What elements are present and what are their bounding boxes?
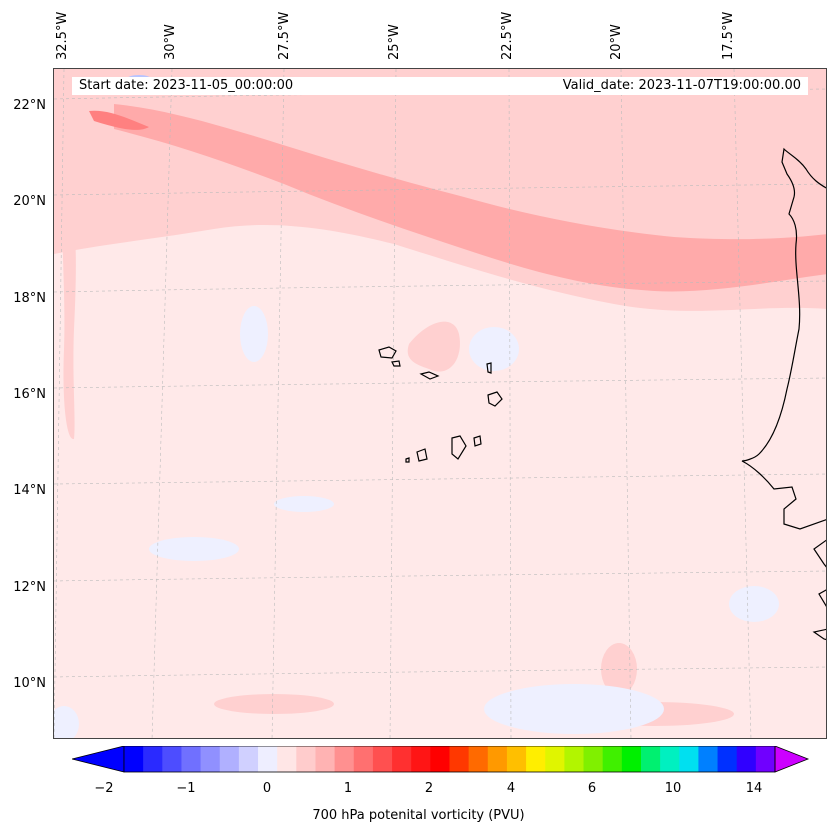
- colorbar-segment: [296, 746, 316, 772]
- colorbar-tick: 6: [587, 781, 597, 796]
- lat-label-20n: 20°N: [13, 194, 46, 209]
- pv-negative-3: [149, 537, 239, 561]
- colorbar-segment: [372, 746, 393, 772]
- pv-patch-south: [214, 694, 334, 714]
- lat-label-14n: 14°N: [13, 483, 46, 498]
- pv-negative-4: [274, 496, 334, 512]
- colorbar-segment: [736, 746, 757, 772]
- pv-negative-2: [469, 327, 519, 371]
- colorbar-segment: [277, 746, 297, 772]
- colorbar-segment: [219, 746, 240, 772]
- colorbar-segment: [181, 746, 202, 772]
- lon-label-17-5w: 17.5°W: [721, 11, 736, 60]
- lon-label-30w: 30°W: [163, 24, 178, 60]
- colorbar-segment: [698, 746, 719, 772]
- valid-date: Valid_date: 2023-11-07T19:00:00.00: [562, 78, 801, 93]
- pv-negative-7: [54, 706, 79, 738]
- colorbar-extend-max: [774, 746, 810, 773]
- pv-band-medium: [114, 104, 826, 292]
- lat-label-16n: 16°N: [13, 387, 46, 402]
- pv-field: [54, 69, 826, 738]
- colorbar-segment: [162, 746, 182, 772]
- colorbar-extend-min: [72, 746, 125, 773]
- colorbar-segment: [430, 746, 450, 772]
- colorbar-tick: 2: [424, 781, 434, 796]
- start-date: Start date: 2023-11-05_00:00:00: [79, 78, 294, 93]
- colorbar-segment: [315, 746, 336, 772]
- colorbar-tick: −1: [176, 781, 196, 796]
- colorbar-segment: [621, 746, 642, 772]
- colorbar-segment: [583, 746, 604, 772]
- colorbar-segment: [334, 746, 355, 772]
- colorbar-tick: 0: [262, 781, 272, 796]
- colorbar-segment: [238, 746, 259, 772]
- colorbar-segment: [679, 746, 699, 772]
- lon-label-32-5w: 32.5°W: [55, 11, 70, 60]
- colorbar-segment: [200, 746, 221, 772]
- lat-label-22n: 22°N: [13, 98, 46, 113]
- colorbar-tick: 1: [343, 781, 353, 796]
- colorbar-segment: [487, 746, 508, 772]
- colorbar-segment: [717, 746, 738, 772]
- colorbar-outline: [123, 746, 776, 773]
- date-strip: [72, 77, 808, 95]
- lon-label-22-5w: 22.5°W: [500, 11, 515, 60]
- colorbar-segment: [526, 746, 546, 772]
- colorbar-segment: [545, 746, 565, 772]
- colorbar-segment: [258, 746, 278, 772]
- lat-label-18n: 18°N: [13, 291, 46, 306]
- colorbar-segment: [143, 746, 163, 772]
- pv-strip-west: [62, 199, 76, 440]
- colorbar-label: 700 hPa potenital vorticity (PVU): [312, 808, 525, 823]
- colorbar-segment: [449, 746, 470, 772]
- pv-band-strong: [89, 110, 149, 130]
- lat-label-12n: 12°N: [13, 580, 46, 595]
- colorbar-tick: 14: [745, 781, 763, 796]
- cape-verde-islands: [378, 346, 503, 463]
- colorbar-segment: [506, 746, 527, 772]
- map-panel[interactable]: [53, 68, 827, 739]
- lon-label-27-5w: 27.5°W: [277, 11, 292, 60]
- colorbar-segment: [660, 746, 680, 772]
- pv-negative-1: [240, 306, 268, 362]
- pv-negative-5: [484, 684, 664, 734]
- colorbar-segment: [124, 746, 144, 772]
- colorbar-tick: 10: [664, 781, 682, 796]
- pv-blob-islands: [407, 321, 460, 372]
- pv-negative-6: [729, 586, 779, 622]
- colorbar-segment: [602, 746, 623, 772]
- colorbar-segment: [640, 746, 661, 772]
- colorbar-segment: [468, 746, 489, 772]
- graticule: [54, 69, 826, 738]
- colorbar-segment: [564, 746, 585, 772]
- colorbar-tick: 4: [506, 781, 516, 796]
- colorbar-tick: −2: [94, 781, 114, 796]
- colorbar-segment: [353, 746, 374, 772]
- pv-patch-east: [601, 643, 637, 695]
- lon-label-20w: 20°W: [609, 24, 624, 60]
- africa-coastline: [741, 147, 826, 641]
- colorbar-segment: [411, 746, 431, 772]
- lat-label-10n: 10°N: [13, 676, 46, 691]
- colorbar-segment: [392, 746, 412, 772]
- colorbar-segment: [755, 746, 776, 772]
- colorbar: [72, 746, 810, 773]
- lon-label-25w: 25°W: [387, 24, 402, 60]
